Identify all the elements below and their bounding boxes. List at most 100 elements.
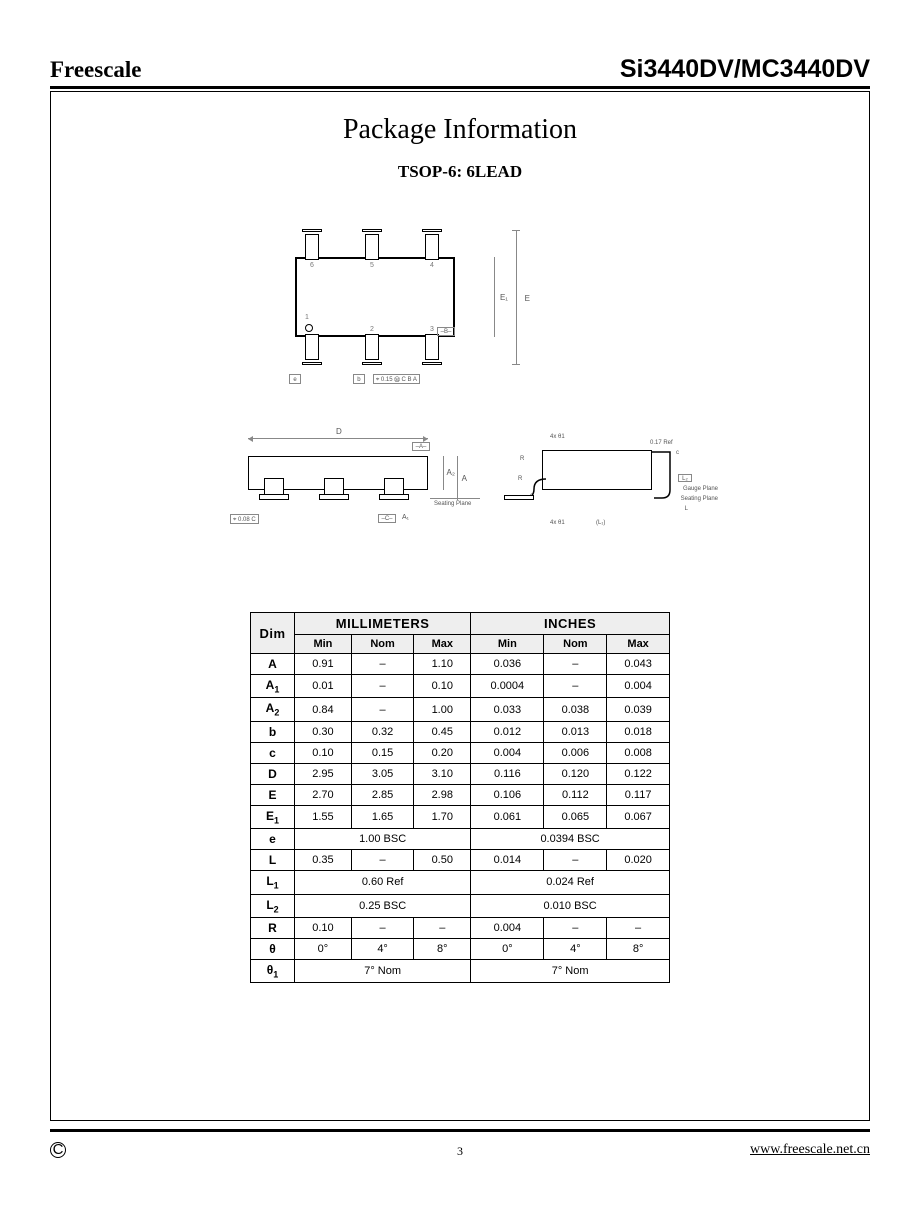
angle-4x-bot: 4x θ1 (550, 520, 565, 526)
package-subtitle: TSOP-6: 6LEAD (69, 162, 851, 182)
table-row: L10.60 Ref0.024 Ref (251, 871, 670, 894)
mm-cell: 0.35 (295, 850, 352, 871)
col-nom-in: Nom (544, 635, 607, 654)
dim-A2: A₂ (443, 456, 444, 490)
pin-6 (305, 234, 319, 260)
table-row: b0.300.320.450.0120.0130.018 (251, 721, 670, 742)
mm-cell: 0.30 (295, 721, 352, 742)
col-min-in: Min (471, 635, 544, 654)
dim-symbol: b (251, 721, 295, 742)
mm-cell: 0.45 (414, 721, 471, 742)
pin1-indicator (305, 324, 313, 332)
pin-label: 4 (430, 262, 434, 269)
vendor-name: Freescale (50, 57, 142, 83)
pin-4 (425, 234, 439, 260)
dim-L2: L₂ (678, 474, 692, 482)
table-row: E2.702.852.980.1060.1120.117 (251, 784, 670, 805)
mm-cell: 2.85 (351, 784, 414, 805)
section-title: Package Information (69, 114, 851, 146)
in-cell: 0.122 (607, 763, 670, 784)
table-head: Dim MILLIMETERS INCHES Min Nom Max Min N… (251, 613, 670, 654)
in-cell: 0.012 (471, 721, 544, 742)
in-cell: 0.004 (471, 742, 544, 763)
dim-D: D (248, 438, 428, 439)
in-cell: 0.117 (607, 784, 670, 805)
dim-b-box: b (353, 374, 365, 384)
mm-span: 0.60 Ref (295, 871, 471, 894)
group-mm: MILLIMETERS (295, 613, 471, 635)
mm-cell: 0.91 (295, 654, 352, 675)
col-dim: Dim (251, 613, 295, 654)
mm-cell: 0.10 (414, 675, 471, 698)
mm-cell: 0.01 (295, 675, 352, 698)
pin-label: 1 (305, 314, 309, 321)
dim-c: c (676, 450, 679, 456)
datasheet-page: Freescale Si3440DV/MC3440DV Package Info… (0, 0, 920, 1227)
in-cell: 0.116 (471, 763, 544, 784)
mm-cell: – (351, 675, 414, 698)
mm-span: 1.00 BSC (295, 829, 471, 850)
dim-symbol: L1 (251, 871, 295, 894)
dim-L1: (L₁) (596, 520, 605, 526)
in-cell: – (544, 850, 607, 871)
pin-label: 3 (430, 326, 434, 333)
table-row: e1.00 BSC0.0394 BSC (251, 829, 670, 850)
pin-label: 6 (310, 262, 314, 269)
table-body: A0.91–1.100.036–0.043A10.01–0.100.0004–0… (251, 654, 670, 983)
mm-cell: 1.10 (414, 654, 471, 675)
mm-cell: 2.70 (295, 784, 352, 805)
radius-R: R (520, 456, 524, 462)
in-cell: 0.039 (607, 698, 670, 721)
gd-tolerance: ⌖ 0.08 C (230, 514, 259, 524)
in-cell: – (544, 675, 607, 698)
package-drawings: 6 5 4 1 2 3 E E₁ –B– e b ⌖ 0.15 Ⓜ C B A … (225, 222, 695, 542)
dim-symbol: R (251, 917, 295, 938)
content-frame: Package Information TSOP-6: 6LEAD 6 5 4 … (50, 91, 870, 1121)
side-view-drawing: D –A– A₂ A Seating Plane –C– A₁ ⌖ 0.08 C (230, 432, 460, 542)
pin-5 (365, 234, 379, 260)
mm-cell: 2.95 (295, 763, 352, 784)
mm-cell: 0.10 (295, 917, 352, 938)
lead-profile-right (652, 450, 674, 500)
mm-cell: – (351, 917, 414, 938)
col-max-in: Max (607, 635, 670, 654)
table-row: R0.10––0.004–– (251, 917, 670, 938)
in-cell: 0.061 (471, 805, 544, 828)
dim-symbol: A (251, 654, 295, 675)
lower-views: D –A– A₂ A Seating Plane –C– A₁ ⌖ 0.08 C… (225, 432, 695, 542)
pin-label: 5 (370, 262, 374, 269)
footer-url: www.freescale.net.cn (750, 1142, 870, 1158)
copyright-icon: C (50, 1142, 66, 1158)
mm-cell: – (351, 654, 414, 675)
in-cell: 0.014 (471, 850, 544, 871)
seating-plane-label: Seating Plane (681, 496, 718, 502)
mm-cell: 1.00 (414, 698, 471, 721)
package-body (295, 257, 455, 337)
dim-symbol: D (251, 763, 295, 784)
in-cell: 0.067 (607, 805, 670, 828)
lead-foot (504, 495, 534, 500)
in-cell: 0.043 (607, 654, 670, 675)
table-row: θ17° Nom7° Nom (251, 959, 670, 982)
in-cell: – (544, 917, 607, 938)
page-number: 3 (457, 1144, 463, 1159)
dim-symbol: θ1 (251, 959, 295, 982)
mm-span: 0.25 BSC (295, 894, 471, 917)
in-cell: 0.112 (544, 784, 607, 805)
mm-cell: 0.20 (414, 742, 471, 763)
in-cell: 8° (607, 938, 670, 959)
table-row: E11.551.651.700.0610.0650.067 (251, 805, 670, 828)
pin-1 (305, 334, 319, 360)
in-span: 0.010 BSC (471, 894, 670, 917)
datum-B: –B– (437, 327, 455, 336)
mm-cell: 1.70 (414, 805, 471, 828)
dim-symbol: c (251, 742, 295, 763)
dim-A1: A₁ (402, 514, 409, 521)
dim-symbol: A2 (251, 698, 295, 721)
in-cell: – (544, 654, 607, 675)
package-body-end (542, 450, 652, 490)
table-row: L0.35–0.500.014–0.020 (251, 850, 670, 871)
datum-C: –C– (378, 514, 396, 523)
gauge-plane-label: Gauge Plane (683, 486, 718, 492)
dim-symbol: e (251, 829, 295, 850)
